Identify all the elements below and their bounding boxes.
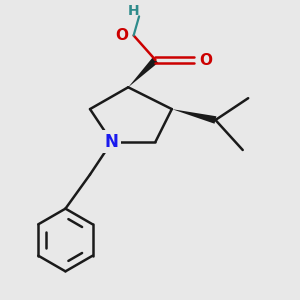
Polygon shape — [172, 109, 216, 124]
Text: N: N — [105, 133, 119, 151]
Text: H: H — [128, 4, 140, 18]
Text: O: O — [200, 52, 212, 68]
Text: O: O — [115, 28, 128, 43]
Polygon shape — [128, 57, 158, 87]
